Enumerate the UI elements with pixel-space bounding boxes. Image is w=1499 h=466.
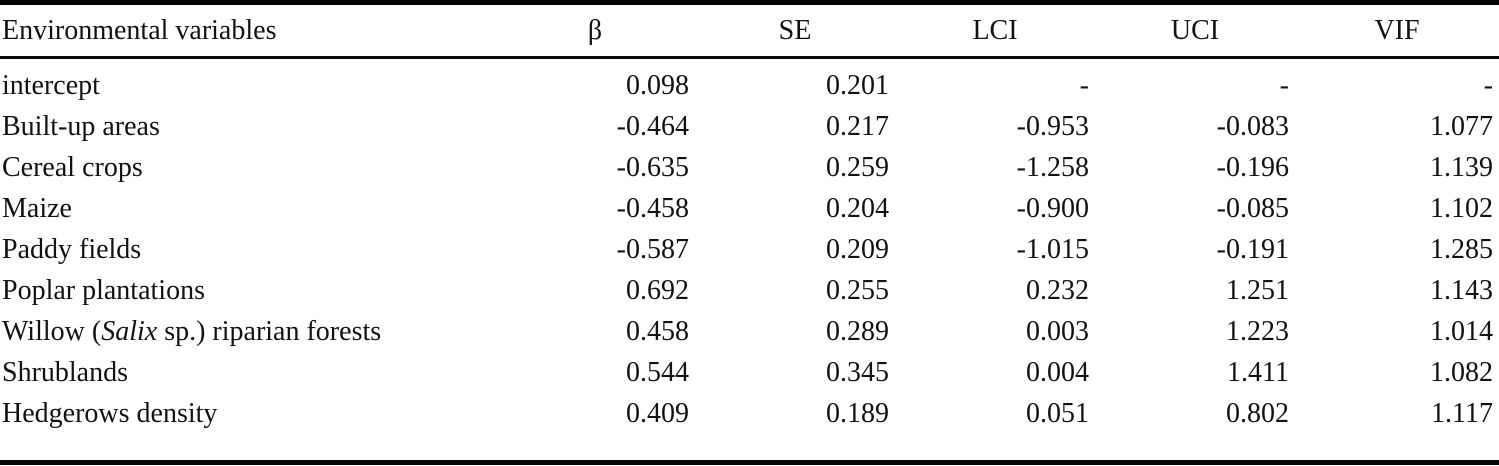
- table-row: Hedgerows density 0.409 0.189 0.051 0.802 1.1…: [0, 393, 1499, 463]
- cell-beta: -0.635: [616, 152, 689, 183]
- cell-se: 0.201: [826, 70, 889, 101]
- cell-lci: 0.003: [1026, 316, 1089, 347]
- table-row: Shrublands 0.544 0.345 0.004 1.411 1.082: [0, 352, 1499, 393]
- cell-se: 0.255: [826, 275, 889, 306]
- table-row: Paddy fields -0.587 0.209 -1.015 -0.191 1.285: [0, 229, 1499, 270]
- cell-uci: -0.191: [1216, 234, 1289, 265]
- table-body: intercept 0.098 0.201 - - - Built-up areas -0.4…: [0, 58, 1499, 463]
- cell-lci: 0.004: [1026, 357, 1089, 388]
- table-row: Cereal crops -0.635 0.259 -1.258 -0.196 1.139: [0, 147, 1499, 188]
- cell-variable: Hedgerows density: [0, 393, 495, 463]
- cell-se: 0.204: [826, 193, 889, 224]
- cell-beta: 0.692: [626, 275, 689, 306]
- cell-lci: -0.953: [1016, 111, 1089, 142]
- cell-lci: 0.051: [1026, 398, 1089, 429]
- column-header-vif: VIF: [1295, 2, 1499, 59]
- column-header-beta: β: [495, 2, 695, 59]
- cell-beta: -0.587: [616, 234, 689, 265]
- cell-lci: -: [1079, 70, 1089, 101]
- table-row: Poplar plantations 0.692 0.255 0.232 1.251 1.…: [0, 270, 1499, 311]
- cell-beta: 0.098: [626, 70, 689, 101]
- cell-uci: -0.083: [1216, 111, 1289, 142]
- cell-vif: 1.139: [1430, 152, 1493, 183]
- cell-vif: 1.102: [1430, 193, 1493, 224]
- cell-uci: 0.802: [1226, 398, 1289, 429]
- cell-variable: Maize: [0, 188, 495, 229]
- cell-se: 0.217: [826, 111, 889, 142]
- cell-uci: -0.196: [1216, 152, 1289, 183]
- cell-variable: Poplar plantations: [0, 270, 495, 311]
- cell-se: 0.345: [826, 357, 889, 388]
- variable-text: Willow (: [2, 316, 102, 347]
- cell-uci: -: [1279, 70, 1289, 101]
- cell-variable: intercept: [0, 58, 495, 107]
- cell-lci: 0.232: [1026, 275, 1089, 306]
- table-row: intercept 0.098 0.201 - - -: [0, 58, 1499, 107]
- cell-lci: -0.900: [1016, 193, 1089, 224]
- variable-text: Built-up areas: [2, 111, 160, 142]
- cell-vif: 1.014: [1430, 316, 1493, 347]
- variable-text: sp.) riparian forests: [157, 316, 382, 347]
- variable-text: Shrublands: [2, 357, 128, 388]
- cell-beta: -0.458: [616, 193, 689, 224]
- variable-text: Hedgerows density: [2, 398, 218, 429]
- cell-beta: 0.544: [626, 357, 689, 388]
- cell-variable: Built-up areas: [0, 106, 495, 147]
- cell-beta: 0.409: [626, 398, 689, 429]
- cell-se: 0.259: [826, 152, 889, 183]
- variable-text: Paddy fields: [2, 234, 142, 265]
- cell-vif: 1.117: [1431, 398, 1493, 429]
- cell-vif: 1.077: [1430, 111, 1493, 142]
- header-row: Environmental variables β SE LCI UCI VIF: [0, 2, 1499, 59]
- variable-text: intercept: [2, 70, 100, 101]
- table-row: Willow (Salix sp.) riparian forests 0.458…: [0, 311, 1499, 352]
- cell-lci: -1.015: [1016, 234, 1089, 265]
- cell-beta: 0.458: [626, 316, 689, 347]
- cell-uci: 1.411: [1227, 357, 1289, 388]
- cell-variable: Cereal crops: [0, 147, 495, 188]
- variable-species-name: Salix: [101, 316, 158, 347]
- cell-se: 0.209: [826, 234, 889, 265]
- table-header: Environmental variables β SE LCI UCI VIF: [0, 2, 1499, 59]
- cell-vif: 1.082: [1430, 357, 1493, 388]
- cell-uci: 1.223: [1226, 316, 1289, 347]
- cell-lci: -1.258: [1016, 152, 1089, 183]
- column-header-se: SE: [695, 2, 895, 59]
- cell-uci: 1.251: [1226, 275, 1289, 306]
- column-header-lci: LCI: [895, 2, 1095, 59]
- cell-variable: Paddy fields: [0, 229, 495, 270]
- variable-text: Cereal crops: [2, 152, 143, 183]
- variable-text: Maize: [2, 193, 72, 224]
- table-row: Maize -0.458 0.204 -0.900 -0.085 1.102: [0, 188, 1499, 229]
- cell-vif: 1.143: [1430, 275, 1493, 306]
- cell-variable: Shrublands: [0, 352, 495, 393]
- cell-variable: Willow (Salix sp.) riparian forests: [0, 311, 495, 352]
- cell-se: 0.189: [826, 398, 889, 429]
- cell-uci: -0.085: [1216, 193, 1289, 224]
- cell-vif: -: [1483, 70, 1493, 101]
- column-header-uci: UCI: [1095, 2, 1295, 59]
- cell-se: 0.289: [826, 316, 889, 347]
- cell-vif: 1.285: [1430, 234, 1493, 265]
- column-header-environmental-variables: Environmental variables: [0, 2, 495, 59]
- table-row: Built-up areas -0.464 0.217 -0.953 -0.083 1.0…: [0, 106, 1499, 147]
- cell-beta: -0.464: [616, 111, 689, 142]
- variable-text: Poplar plantations: [2, 275, 205, 306]
